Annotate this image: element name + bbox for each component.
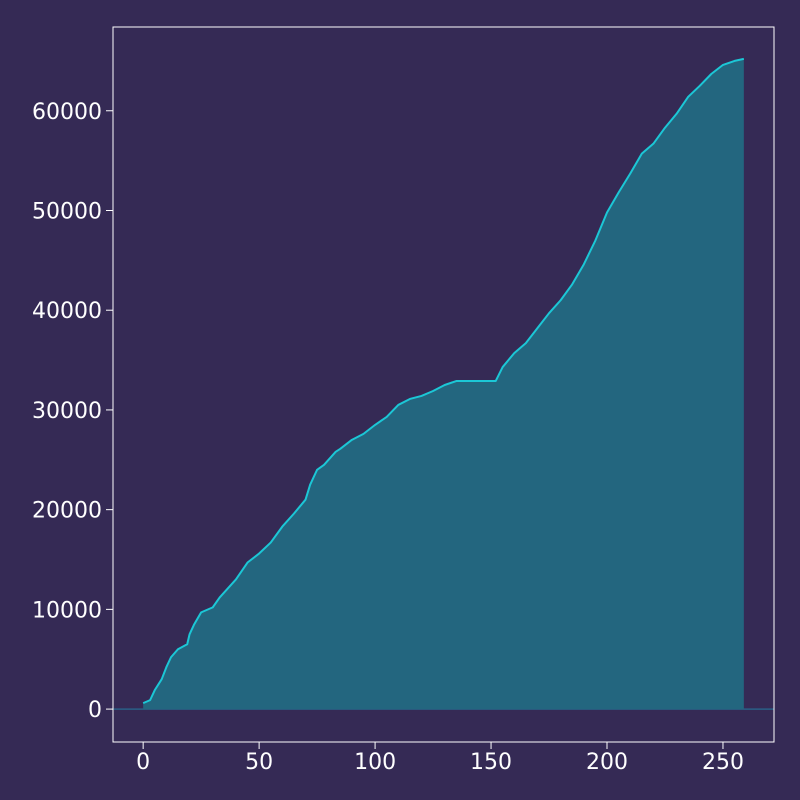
y-tick-label: 30000 — [32, 399, 102, 424]
x-tick-label: 250 — [702, 750, 744, 775]
plot-area — [113, 57, 774, 710]
y-tick-label: 50000 — [32, 199, 102, 224]
series-area-fill — [143, 58, 744, 710]
x-tick-label: 200 — [586, 750, 628, 775]
x-tick-label: 50 — [245, 750, 273, 775]
y-tick-label: 60000 — [32, 100, 102, 125]
y-tick-label: 40000 — [32, 299, 102, 324]
axes: 0 50 100 150 200 250 0 10000 20000 30000 40000 5000… — [32, 26, 775, 775]
plot-frame — [112, 26, 775, 743]
series-line — [142, 57, 745, 705]
x-tick-label: 100 — [354, 750, 396, 775]
x-tick-label: 150 — [470, 750, 512, 775]
y-tick-label: 0 — [88, 698, 102, 723]
y-tick-label: 10000 — [32, 598, 102, 623]
x-tick-label: 0 — [136, 750, 150, 775]
y-tick-label: 20000 — [32, 499, 102, 524]
